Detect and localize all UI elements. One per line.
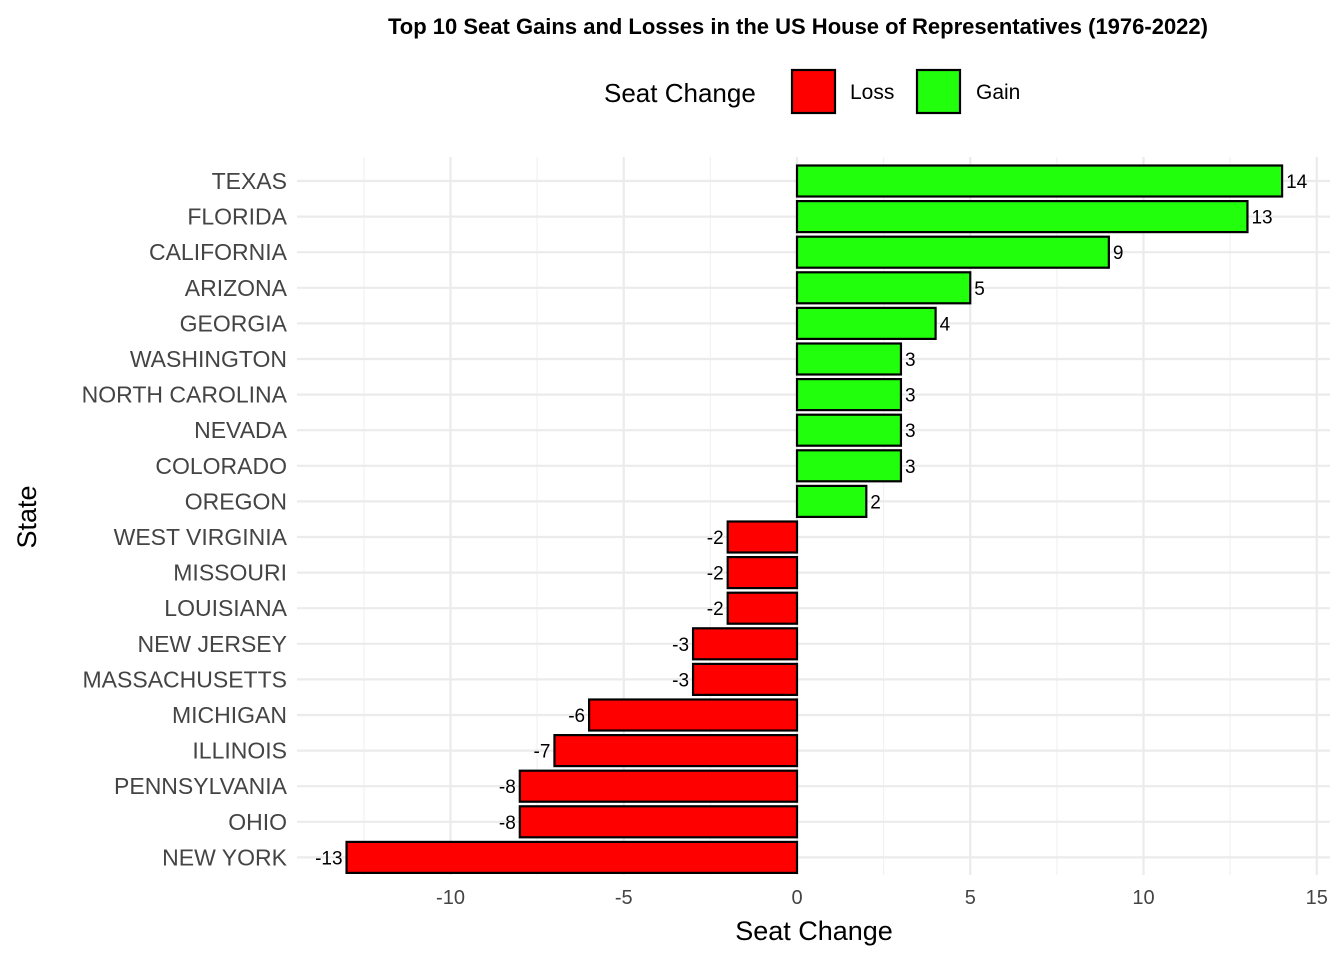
bar (726, 591, 799, 625)
legend-swatch-loss (790, 68, 837, 115)
bar (345, 840, 799, 875)
y-tick-label: CALIFORNIA (149, 239, 288, 265)
y-tick-label: NORTH CAROLINA (82, 382, 288, 408)
legend-label-loss: Loss (850, 81, 894, 104)
bar (553, 733, 799, 768)
x-tick-label: 5 (965, 887, 976, 909)
data-label: 3 (905, 457, 916, 478)
bar (795, 378, 903, 412)
bar (518, 769, 799, 803)
y-tick-label: ARIZONA (185, 275, 288, 301)
y-tick-label: LOUISIANA (164, 595, 287, 621)
data-label: -2 (707, 564, 724, 585)
y-tick-label: PENNSYLVANIA (114, 773, 288, 799)
bar (691, 627, 799, 661)
data-label: 13 (1251, 208, 1272, 229)
legend-title: Seat Change (604, 78, 756, 108)
y-axis-title: State (12, 485, 42, 548)
bar (795, 342, 903, 376)
y-tick-label: MISSOURI (173, 560, 287, 586)
bar (795, 271, 972, 305)
legend: Seat Change Loss Gain (604, 68, 1020, 115)
y-tick-label: WASHINGTON (130, 346, 287, 372)
data-label: 2 (870, 492, 881, 513)
bar (726, 555, 799, 590)
bar (795, 200, 1249, 234)
x-tick-label: 15 (1306, 887, 1328, 909)
data-label: -6 (568, 706, 585, 727)
y-tick-label: TEXAS (212, 168, 287, 194)
x-tick-label: 10 (1132, 887, 1154, 909)
x-axis-ticks: -10 -5 0 5 10 15 (436, 887, 1328, 909)
data-label: -13 (315, 848, 342, 869)
x-tick-label: -5 (615, 887, 633, 909)
data-label: 3 (905, 350, 916, 371)
data-label: 4 (940, 314, 951, 335)
y-tick-label: NEVADA (194, 417, 288, 443)
y-tick-label: NEW JERSEY (137, 631, 287, 657)
data-label: -3 (672, 635, 689, 656)
bar (518, 805, 799, 839)
data-label: 3 (905, 421, 916, 442)
y-axis-ticks: TEXAS FLORIDA CALIFORNIA ARIZONA GEORGIA WASH… (82, 168, 288, 870)
y-tick-label: FLORIDA (187, 204, 287, 230)
bar (726, 520, 799, 554)
bar (795, 164, 1284, 198)
bar (691, 662, 799, 697)
x-tick-label: -10 (436, 887, 465, 909)
chart-title: Top 10 Seat Gains and Losses in the US H… (388, 14, 1208, 39)
data-label: -8 (499, 813, 516, 834)
bar (795, 235, 1110, 269)
bar (795, 413, 903, 447)
x-tick-label: 0 (791, 887, 802, 909)
y-tick-label: WEST VIRGINIA (114, 524, 288, 550)
legend-label-gain: Gain (976, 81, 1020, 104)
data-label: 9 (1113, 243, 1124, 264)
data-label: -3 (672, 670, 689, 691)
bar (795, 484, 868, 518)
y-tick-label: COLORADO (155, 453, 287, 479)
bar (795, 306, 937, 340)
data-label: -7 (534, 742, 551, 763)
bar (587, 698, 799, 732)
x-axis-title: Seat Change (735, 916, 893, 946)
data-label: -2 (707, 528, 724, 549)
y-tick-label: GEORGIA (180, 310, 288, 336)
y-tick-label: MASSACHUSETTS (83, 666, 287, 692)
bars (345, 164, 1284, 875)
bar (795, 449, 903, 483)
data-labels: 14 13 9 5 4 3 3 3 3 2 -2 -2 -2 -3 -3 -6 -7 -8 -8 -13 (315, 172, 1308, 869)
y-tick-label: ILLINOIS (192, 738, 287, 764)
data-label: 3 (905, 386, 916, 407)
data-label: -8 (499, 777, 516, 798)
legend-swatch-gain (915, 68, 962, 115)
y-tick-label: OHIO (228, 809, 287, 835)
data-label: 5 (974, 279, 985, 300)
y-tick-label: NEW YORK (162, 844, 287, 870)
data-label: 14 (1286, 172, 1308, 193)
y-tick-label: MICHIGAN (172, 702, 287, 728)
y-tick-label: OREGON (185, 488, 287, 514)
data-label: -2 (707, 599, 724, 620)
